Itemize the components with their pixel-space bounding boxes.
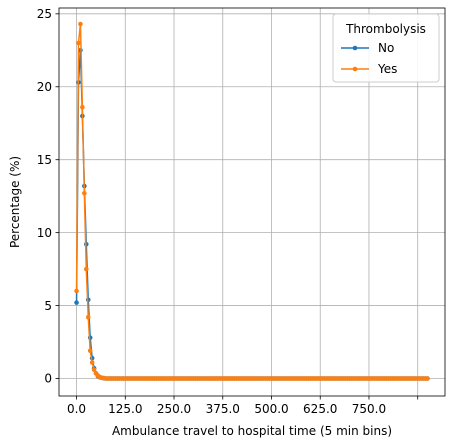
legend-item-no: No [341, 41, 394, 55]
data-point [74, 300, 79, 305]
axis-ticks: 0.0 125.0 250.0 375.0 500.0 625.0 750.0 0 5 10 15 2… [37, 7, 419, 416]
data-point [74, 288, 79, 294]
legend-label: No [378, 41, 394, 55]
legend-swatch-marker [352, 66, 358, 72]
x-axis-label: Ambulance travel to hospital time (5 min… [112, 424, 392, 438]
y-tick-label: 5 [44, 299, 52, 313]
data-point [89, 360, 95, 365]
x-tick-label: 250.0 [157, 402, 191, 416]
y-tick-label: 10 [37, 226, 52, 240]
data-point [87, 348, 93, 354]
data-point [85, 314, 91, 320]
series-line-no [75, 49, 428, 380]
y-tick-label: 0 [44, 372, 52, 386]
data-point [83, 266, 89, 272]
legend-item-yes: Yes [341, 62, 397, 76]
y-tick-label: 15 [37, 153, 52, 167]
data-point [80, 104, 85, 110]
y-axis-label: Percentage (%) [8, 156, 22, 248]
plot-frame [58, 7, 446, 397]
data-point [78, 21, 83, 27]
series-yes [74, 21, 430, 381]
legend-swatch-marker [352, 45, 358, 51]
x-tick-label: 750.0 [352, 402, 386, 416]
series-layer [74, 21, 430, 381]
legend-box [332, 13, 440, 83]
x-tick-label: 625.0 [303, 402, 337, 416]
legend-label: Yes [377, 62, 397, 76]
data-point [425, 376, 430, 381]
x-tick-label: 0.0 [67, 402, 86, 416]
series-no [74, 48, 430, 381]
data-point [76, 40, 81, 46]
x-tick-label: 375.0 [206, 402, 240, 416]
legend: Thrombolysis No Yes [332, 13, 440, 83]
y-tick-label: 25 [37, 7, 52, 21]
x-tick-label: 500.0 [254, 402, 288, 416]
data-point [82, 190, 87, 196]
y-tick-label: 20 [37, 80, 52, 94]
x-tick-label: 125.0 [108, 402, 142, 416]
legend-title: Thrombolysis [345, 22, 426, 36]
data-point [91, 367, 97, 373]
